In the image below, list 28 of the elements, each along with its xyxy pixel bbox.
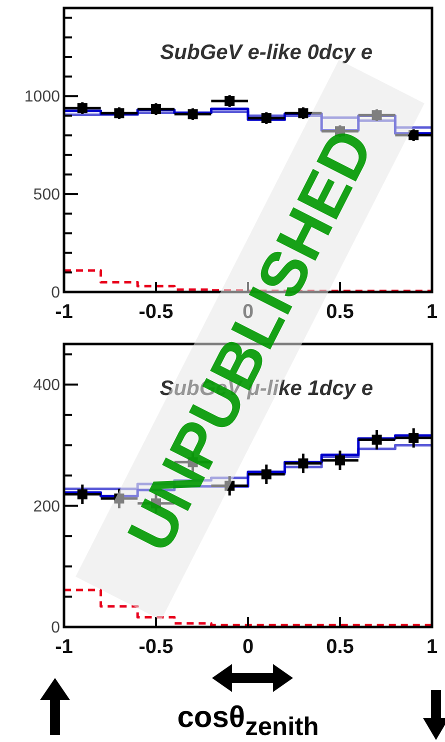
x-tick-label: 0: [242, 636, 254, 658]
y-tick-label: 1000: [24, 88, 60, 106]
point: [224, 96, 235, 106]
point: [77, 103, 88, 114]
point: [408, 432, 419, 443]
x-tick-label: 0.5: [326, 636, 354, 658]
y-tick-label: 500: [33, 186, 60, 204]
x-tick-label: 1: [426, 301, 438, 323]
y-tick-label: 0: [51, 284, 60, 302]
x-tick-label: -1: [55, 636, 73, 658]
point: [77, 489, 88, 500]
y-tick-label: 400: [33, 377, 60, 394]
point: [372, 110, 382, 120]
x-tick-label: -0.5: [138, 636, 174, 658]
y-tick-label: 0: [51, 620, 60, 637]
point: [188, 109, 198, 120]
x-tick-label: -1: [55, 301, 73, 323]
point: [114, 494, 124, 504]
point: [372, 434, 382, 445]
x-axis-title: cosθ$_{zenith}$: [177, 701, 319, 741]
point: [151, 104, 161, 114]
y-tick-label: 200: [33, 498, 60, 516]
x-tick-label: 1: [426, 636, 438, 658]
point: [114, 108, 124, 118]
point: [298, 108, 308, 118]
point: [408, 130, 419, 140]
text: SubGeV e-like 0dcy e: [160, 41, 373, 64]
point: [261, 113, 272, 124]
